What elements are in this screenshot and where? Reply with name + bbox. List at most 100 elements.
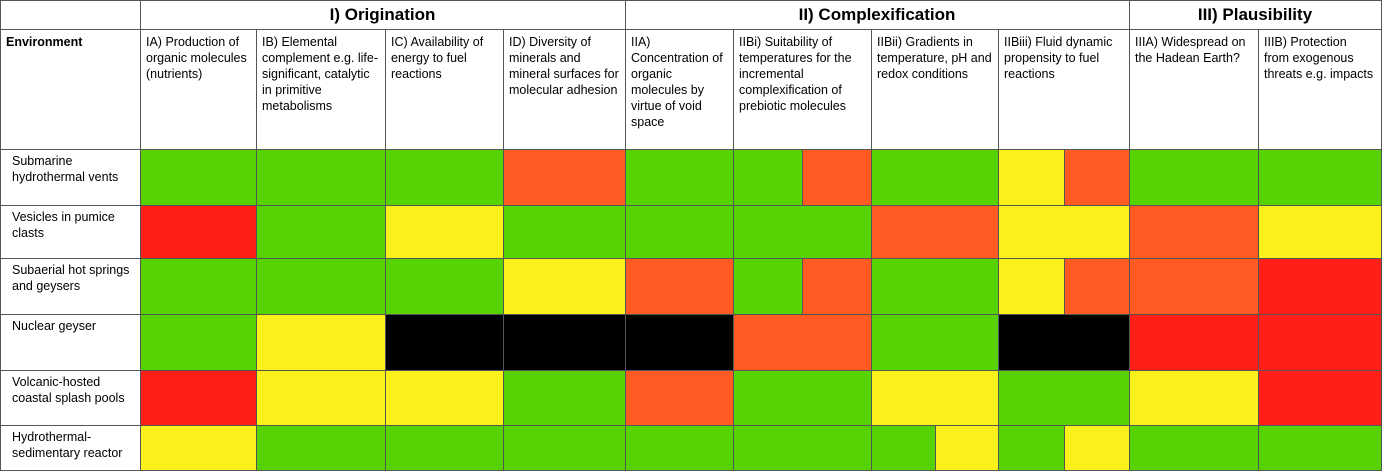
rating-cell [1258, 205, 1381, 258]
rating-cell [256, 205, 385, 258]
rating-cell [140, 425, 256, 470]
rating-cell [385, 258, 503, 314]
rating-cell [1258, 314, 1381, 370]
grid-line [0, 470, 1382, 471]
grid-line [385, 29, 386, 471]
rating-cell [1129, 149, 1258, 205]
grid-line [935, 425, 936, 471]
rating-cell [733, 425, 871, 470]
rating-cell [733, 258, 802, 314]
grid-line [0, 314, 1382, 315]
grid-line [140, 29, 141, 471]
rating-cell [625, 314, 733, 370]
grid-line [625, 0, 626, 30]
grid-line [0, 149, 1382, 150]
grid-line [0, 205, 1382, 206]
environment-label: Submarine hydrothermal vents [12, 154, 119, 184]
grid-line [1129, 29, 1130, 471]
rating-cell [998, 425, 1064, 470]
rating-cell [871, 149, 998, 205]
environment-label: Volcanic-hosted coastal splash pools [12, 375, 125, 405]
rating-cell [871, 425, 935, 470]
rating-cell [385, 205, 503, 258]
rating-cell [256, 425, 385, 470]
rating-cell [140, 205, 256, 258]
rating-cell [733, 149, 802, 205]
rating-cell [625, 425, 733, 470]
rating-cell [871, 258, 998, 314]
rating-cell [140, 149, 256, 205]
rating-cell [140, 258, 256, 314]
grid-line [0, 370, 1382, 371]
criterion-header: IIBiii) Fluid dynamic propensity to fuel… [1004, 35, 1113, 81]
environment-label: Subaerial hot springs and geysers [12, 263, 130, 293]
environment-label: Nuclear geyser [12, 319, 97, 333]
criterion-header: IA) Production of organic molecules (nut… [146, 35, 247, 81]
rating-cell [733, 370, 871, 425]
rating-cell [802, 258, 871, 314]
grid-line [733, 29, 734, 471]
grid-line [1064, 149, 1065, 206]
environment-header: Environment [6, 35, 83, 49]
group-header: II) Complexification [798, 4, 956, 24]
rating-cell [871, 314, 998, 370]
rating-cell [998, 205, 1129, 258]
environment-label: Hydrothermal-sedimentary reactor [12, 430, 123, 460]
rating-cell [802, 149, 871, 205]
rating-cell [503, 258, 625, 314]
criterion-header: IIBi) Suitability of temperatures for th… [739, 35, 852, 113]
grid-line [0, 425, 1382, 426]
rating-cell [256, 314, 385, 370]
grid-line [1258, 29, 1259, 471]
rating-cell [1129, 370, 1258, 425]
rating-cell [998, 370, 1129, 425]
criterion-header: IIIA) Widespread on the Hadean Earth? [1135, 35, 1246, 65]
grid-line [0, 0, 1382, 1]
rating-cell [385, 370, 503, 425]
grid-line [0, 258, 1382, 259]
rating-cell [871, 205, 998, 258]
rating-cell [385, 149, 503, 205]
rating-cell [1258, 370, 1381, 425]
grid-line [625, 29, 626, 471]
grid-line [0, 0, 1, 471]
grid-line [998, 29, 999, 471]
rating-cell [1258, 149, 1381, 205]
rating-cell [625, 149, 733, 205]
environment-label: Vesicles in pumice clasts [12, 210, 115, 240]
rating-cell [256, 370, 385, 425]
grid-line [802, 149, 803, 206]
rating-cell [140, 314, 256, 370]
criterion-header: ID) Diversity of minerals and mineral su… [509, 35, 619, 97]
grid-line [0, 29, 1382, 30]
grid-line [1064, 258, 1065, 315]
grid-line [1381, 0, 1382, 471]
rating-cell [1258, 258, 1381, 314]
grid-line [503, 29, 504, 471]
rating-cell [733, 205, 871, 258]
grid-line [140, 0, 141, 30]
rating-cell [503, 149, 625, 205]
grid-line [1129, 0, 1130, 30]
grid-line [1064, 425, 1065, 471]
rating-cell [385, 425, 503, 470]
rating-cell [625, 370, 733, 425]
group-header: I) Origination [329, 4, 436, 24]
rating-cell [625, 205, 733, 258]
rating-cell [1064, 149, 1129, 205]
rating-cell [256, 149, 385, 205]
rating-cell [503, 425, 625, 470]
rating-cell [998, 314, 1129, 370]
rating-cell [140, 370, 256, 425]
rating-cell [1064, 425, 1129, 470]
rating-cell [1129, 314, 1258, 370]
rating-cell [1129, 258, 1258, 314]
criterion-header: IB) Elemental complement e.g. life-signi… [262, 35, 379, 113]
rating-cell [935, 425, 998, 470]
rating-cell [625, 258, 733, 314]
rating-cell [1064, 258, 1129, 314]
grid-line [871, 29, 872, 471]
group-header: III) Plausibility [1197, 4, 1313, 24]
rating-cell [503, 314, 625, 370]
